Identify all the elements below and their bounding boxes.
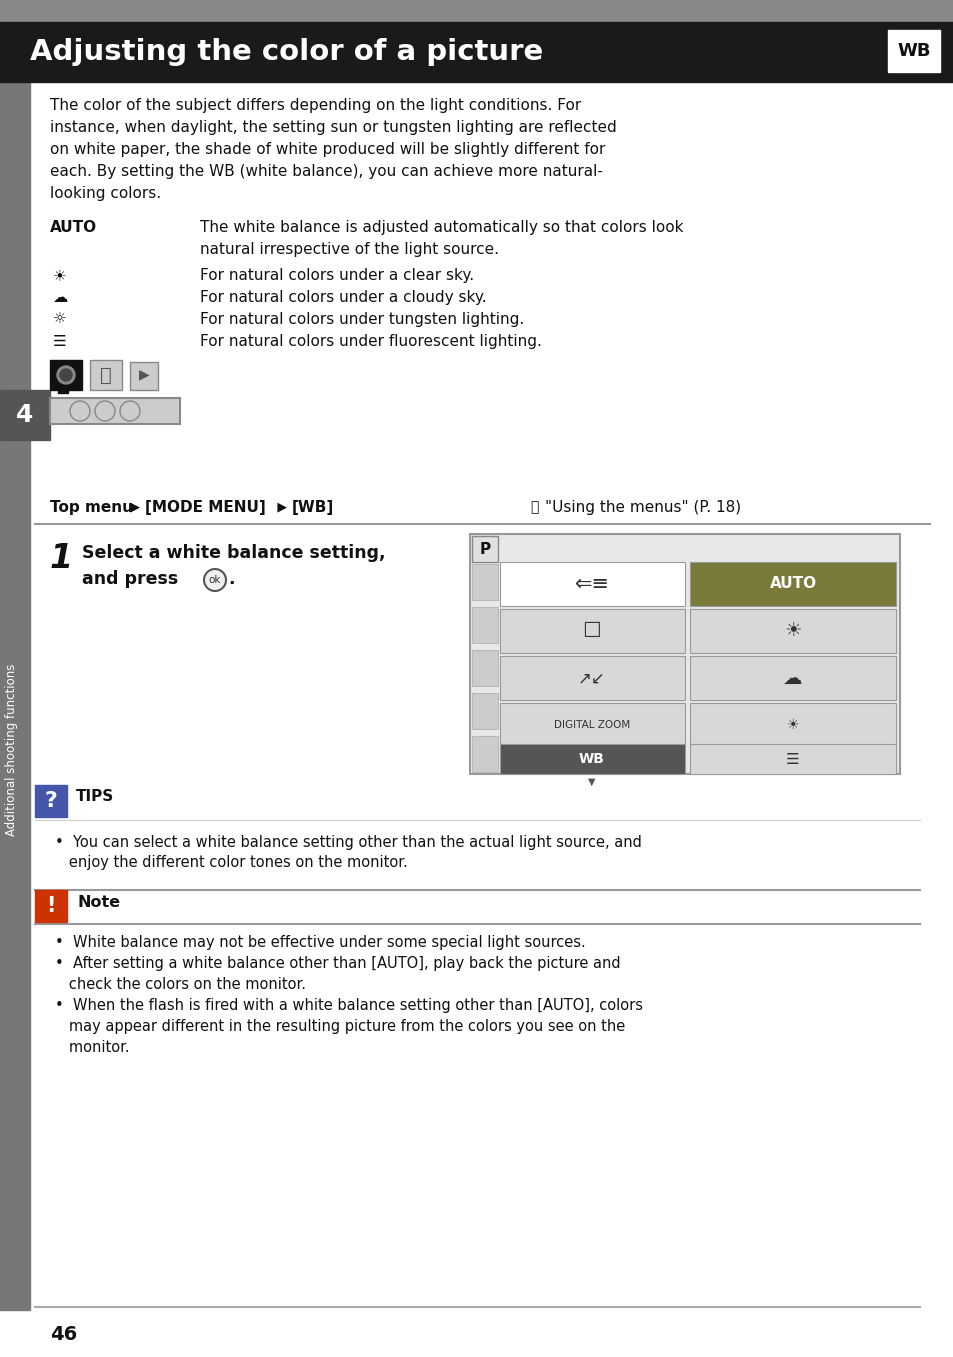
Bar [499,609,684,653]
Circle shape [60,369,71,381]
Text: ▶: ▶ [273,499,291,513]
Text: 📖: 📖 [530,499,537,514]
Text: •  White balance may not be effective under some special light sources.: • White balance may not be effective und… [55,935,585,950]
Bar [689,562,895,607]
Bar [0,81,30,1310]
Text: [WB]: [WB] [292,499,334,516]
Text: Note: Note [78,896,121,911]
Text: ▼: ▼ [588,778,595,787]
Text: For natural colors under a clear sky.: For natural colors under a clear sky. [200,267,474,284]
Text: •  When the flash is fired with a white balance setting other than [AUTO], color: • When the flash is fired with a white b… [55,997,642,1012]
Text: For natural colors under a cloudy sky.: For natural colors under a cloudy sky. [200,290,486,305]
Bar [887,30,939,72]
Text: 1: 1 [50,541,73,575]
Bar [90,360,122,389]
Text: TIPS: TIPS [76,788,114,803]
Bar [0,22,953,81]
Circle shape [204,569,226,592]
Bar [472,536,497,562]
Text: check the colors on the monitor.: check the colors on the monitor. [55,977,306,992]
Text: ok: ok [209,575,221,585]
Text: For natural colors under tungsten lighting.: For natural colors under tungsten lighti… [200,312,524,327]
Text: on white paper, the shade of white produced will be slightly different for: on white paper, the shade of white produ… [50,142,605,157]
Bar [472,693,497,729]
Text: natural irrespective of the light source.: natural irrespective of the light source… [200,242,498,256]
Text: For natural colors under fluorescent lighting.: For natural colors under fluorescent lig… [200,334,541,349]
Text: WB: WB [578,752,604,765]
Text: enjoy the different color tones on the monitor.: enjoy the different color tones on the m… [55,855,407,870]
Text: ☁: ☁ [52,290,68,305]
Bar [35,890,67,921]
Text: !: ! [47,896,55,916]
Bar [50,398,180,423]
Text: AUTO: AUTO [769,577,816,592]
Text: DIGITAL ZOOM: DIGITAL ZOOM [554,721,630,730]
Text: each. By setting the WB (white balance), you can achieve more natural-: each. By setting the WB (white balance),… [50,164,602,179]
Bar [470,535,899,773]
Text: looking colors.: looking colors. [50,186,161,201]
Bar [689,744,895,773]
Text: 46: 46 [50,1324,77,1343]
Text: Adjusting the color of a picture: Adjusting the color of a picture [30,38,542,66]
Bar [130,362,158,389]
Text: ⎙: ⎙ [100,365,112,384]
Text: AUTO: AUTO [50,220,97,235]
Bar [689,703,895,746]
Text: Top menu: Top menu [50,499,132,516]
Bar [472,607,497,643]
Text: ▶: ▶ [138,366,150,381]
Text: ↗↙: ↗↙ [578,669,605,687]
Circle shape [70,402,90,421]
Text: and press: and press [82,570,184,588]
Text: ☀: ☀ [783,622,801,641]
Bar [689,609,895,653]
Bar [0,389,50,440]
Text: .: . [228,570,234,588]
Text: P: P [479,541,490,556]
Text: •  You can select a white balance setting other than the actual light source, an: • You can select a white balance setting… [55,835,641,849]
Circle shape [120,402,140,421]
Bar [499,562,684,607]
Text: ☼: ☼ [53,312,67,327]
Bar [472,735,497,772]
Circle shape [57,366,75,384]
Circle shape [95,402,115,421]
Text: ☀: ☀ [786,718,799,731]
Text: The color of the subject differs depending on the light conditions. For: The color of the subject differs dependi… [50,98,580,113]
Text: Additional shooting functions: Additional shooting functions [6,664,18,836]
Bar [472,565,497,600]
Text: ☰: ☰ [53,334,67,349]
Text: The white balance is adjusted automatically so that colors look: The white balance is adjusted automatica… [200,220,682,235]
Bar [499,744,684,773]
Bar [50,360,82,389]
Bar [35,784,67,817]
Text: ⇐≡: ⇐≡ [574,574,609,594]
Text: ▶: ▶ [126,499,144,513]
Text: WB: WB [897,42,930,60]
Text: "Using the menus" (P. 18): "Using the menus" (P. 18) [544,499,740,516]
Bar [472,650,497,687]
Bar [499,703,684,746]
Text: ☁: ☁ [782,669,801,688]
Text: ?: ? [45,791,57,811]
Bar [689,655,895,700]
Text: [MODE MENU]: [MODE MENU] [145,499,266,516]
Bar [58,388,68,394]
Text: instance, when daylight, the setting sun or tungsten lighting are reflected: instance, when daylight, the setting sun… [50,119,616,134]
Text: monitor.: monitor. [55,1039,130,1054]
Text: ☰: ☰ [785,752,799,767]
Bar [499,655,684,700]
Text: may appear different in the resulting picture from the colors you see on the: may appear different in the resulting pi… [55,1019,624,1034]
Text: 4: 4 [16,403,33,427]
Text: ☐: ☐ [582,622,600,641]
Text: Select a white balance setting,: Select a white balance setting, [82,544,385,562]
Text: •  After setting a white balance other than [AUTO], play back the picture and: • After setting a white balance other th… [55,955,620,972]
Bar [0,0,953,22]
Text: ☀: ☀ [53,267,67,284]
